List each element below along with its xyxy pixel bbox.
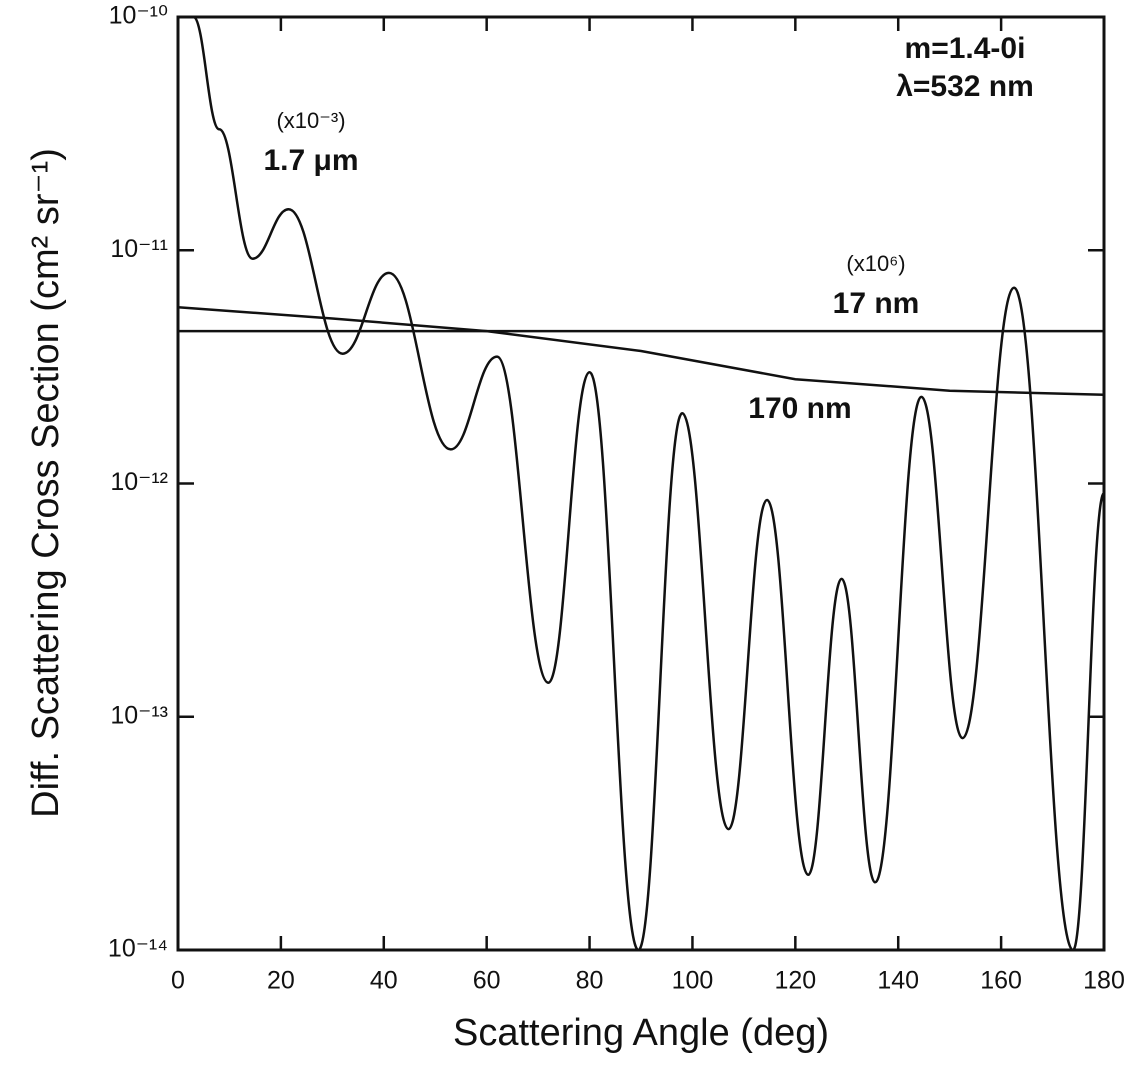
x-tick-label: 160 — [980, 967, 1022, 995]
y-tick-label: 10⁻¹⁰ — [109, 2, 168, 30]
x-tick-label: 80 — [576, 967, 604, 995]
x-axis-label: Scattering Angle (deg) — [453, 1012, 829, 1054]
y-axis-label: Diff. Scattering Cross Section (cm² sr⁻¹… — [25, 148, 67, 818]
annotation: 170 nm — [748, 392, 851, 425]
y-tick-label: 10⁻¹¹ — [110, 235, 168, 263]
annotation: (x10⁻³) — [276, 108, 345, 133]
x-tick-label: 180 — [1083, 967, 1125, 995]
x-tick-label: 100 — [672, 967, 714, 995]
annotation: (x10⁶) — [846, 251, 905, 276]
x-tick-label: 20 — [267, 967, 295, 995]
x-tick-label: 140 — [877, 967, 919, 995]
x-tick-label: 0 — [171, 967, 185, 995]
annotation: m=1.4-0i — [905, 32, 1026, 65]
x-tick-label: 120 — [774, 967, 816, 995]
plot-area — [178, 17, 1104, 950]
y-tick-label: 10⁻¹⁴ — [108, 935, 168, 963]
annotation: 1.7 μm — [263, 144, 358, 177]
y-tick-label: 10⁻¹² — [110, 468, 168, 496]
x-tick-label: 60 — [473, 967, 501, 995]
y-tick-label: 10⁻¹³ — [110, 701, 168, 729]
x-tick-label: 40 — [370, 967, 398, 995]
series-line — [192, 17, 1104, 950]
annotation: 17 nm — [833, 287, 920, 320]
annotation: λ=532 nm — [896, 70, 1034, 103]
series-line — [178, 305, 1104, 397]
